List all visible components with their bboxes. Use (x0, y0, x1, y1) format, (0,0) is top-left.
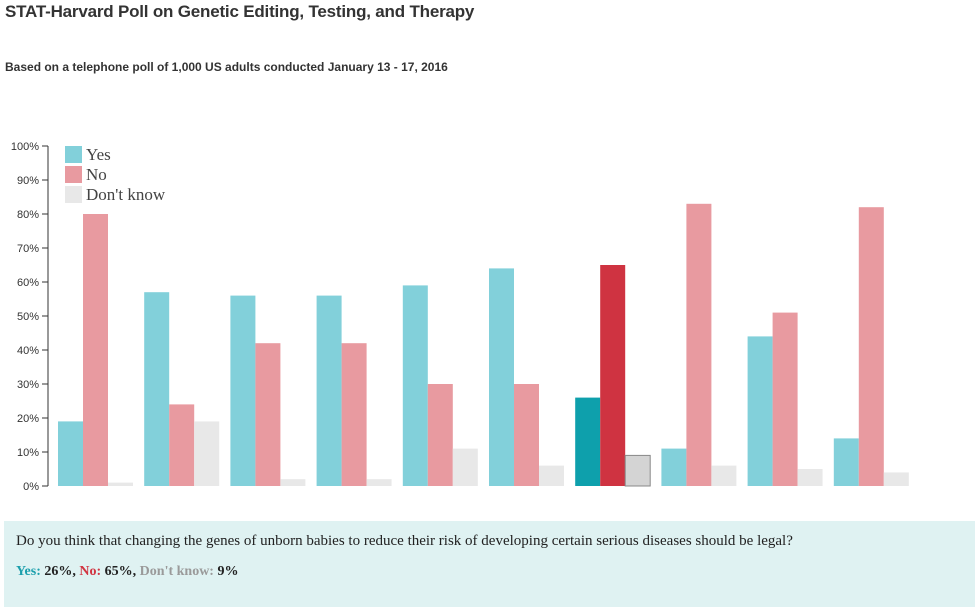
legend-label: Yes (86, 145, 111, 164)
legend-label: No (86, 165, 107, 184)
bar-group[interactable] (144, 292, 220, 486)
legend-swatch (65, 186, 82, 203)
bar-don-t-know[interactable] (108, 482, 133, 486)
bar-group[interactable] (575, 265, 651, 487)
dont-know-label: Don't know: (139, 564, 214, 579)
bar-no[interactable] (686, 203, 712, 487)
y-tick-label: 70% (17, 243, 39, 255)
bar-yes[interactable] (316, 295, 342, 486)
bars-group (58, 203, 909, 487)
bar-don-t-know[interactable] (883, 472, 909, 486)
bar-chart: 0% 10% 20% 30% 40% 50% 60% 70% 80% 90% 100% YesNoD… (11, 141, 909, 493)
bar-yes[interactable] (230, 295, 256, 486)
bar-don-t-know[interactable] (194, 421, 220, 486)
bar-don-t-know[interactable] (624, 454, 651, 487)
answer-summary: Yes: 26%, No: 65%, Don't know: 9% (16, 564, 238, 580)
bar-no[interactable] (600, 265, 626, 486)
y-tick-label: 40% (17, 345, 39, 357)
bar-yes[interactable] (489, 268, 514, 486)
bar-yes[interactable] (833, 438, 859, 486)
bar-no[interactable] (341, 343, 367, 486)
legend-swatch (65, 146, 82, 163)
bar-yes[interactable] (144, 292, 170, 486)
chart-subtitle: Based on a telephone poll of 1,000 US ad… (5, 60, 448, 74)
bar-don-t-know[interactable] (452, 448, 478, 486)
bar-group[interactable] (747, 312, 823, 486)
bar-yes[interactable] (747, 336, 773, 486)
bar-yes[interactable] (58, 421, 83, 486)
chart-title: STAT-Harvard Poll on Genetic Editing, Te… (5, 2, 475, 21)
bar-group[interactable] (402, 285, 478, 486)
y-tick-label: 10% (17, 447, 39, 459)
bar-don-t-know[interactable] (539, 465, 564, 486)
dont-know-value: 9% (217, 564, 239, 579)
bar-don-t-know[interactable] (280, 479, 306, 486)
legend-label: Don't know (86, 185, 166, 204)
yes-label: Yes: (16, 564, 41, 579)
bar-no[interactable] (255, 343, 281, 486)
bar-yes[interactable] (575, 397, 601, 486)
bar-yes[interactable] (661, 448, 687, 486)
bar-group[interactable] (316, 295, 392, 486)
bar-no[interactable] (83, 214, 108, 486)
y-tick-label: 80% (17, 209, 39, 221)
yes-value: 26%, (44, 564, 76, 579)
y-tick-label: 0% (23, 481, 39, 493)
bar-group[interactable] (489, 268, 564, 486)
y-tick-label: 30% (17, 379, 39, 391)
legend-swatch (65, 166, 82, 183)
y-axis: 0% 10% 20% 30% 40% 50% 60% 70% 80% 90% 100% (11, 141, 49, 493)
bar-don-t-know[interactable] (366, 479, 392, 486)
y-tick-label: 20% (17, 413, 39, 425)
bar-group[interactable] (58, 214, 133, 486)
bar-no[interactable] (858, 207, 884, 486)
bar-no[interactable] (169, 404, 195, 486)
no-value: 65%, (104, 564, 137, 579)
bar-no[interactable] (772, 312, 798, 486)
bar-group[interactable] (833, 207, 909, 486)
y-tick-label: 60% (17, 277, 39, 289)
no-label: No: (79, 564, 102, 579)
bar-group[interactable] (661, 203, 737, 487)
y-tick-label: 100% (11, 141, 39, 153)
bar-group[interactable] (230, 295, 306, 486)
y-tick-label: 50% (17, 311, 39, 323)
question-panel: Do you think that changing the genes of … (4, 521, 975, 607)
bar-don-t-know[interactable] (797, 469, 823, 486)
bar-no[interactable] (514, 384, 539, 486)
question-text: Do you think that changing the genes of … (16, 533, 793, 549)
bar-don-t-know[interactable] (711, 465, 737, 486)
y-tick-label: 90% (17, 175, 39, 187)
bar-no[interactable] (427, 384, 453, 486)
bar-yes[interactable] (402, 285, 428, 486)
